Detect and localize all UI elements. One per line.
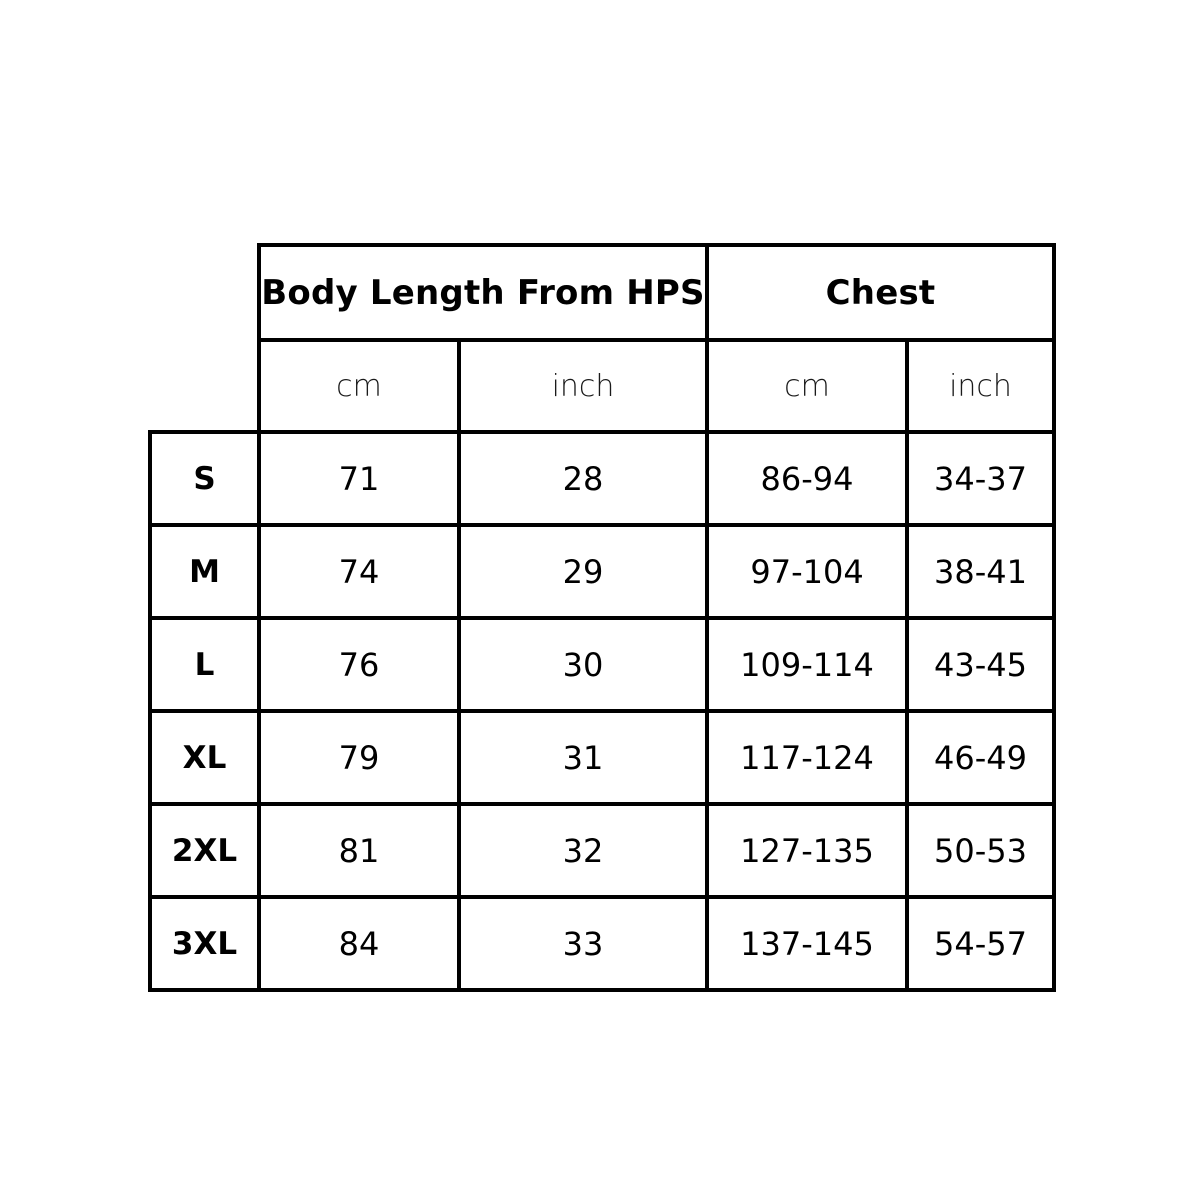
- cell-chest-cm: 117-124: [705, 709, 910, 806]
- table-body: S 71 28 86-94 34-37 M 74 29 97-104 38-41…: [148, 430, 1057, 992]
- cell-chest-cm: 86-94: [705, 430, 910, 527]
- group-header-body-length: Body Length From HPS: [256, 243, 710, 342]
- cell-chest-inch: 54-57: [905, 895, 1057, 992]
- corner-blank-cell-lower: [150, 340, 259, 432]
- size-label: XL: [148, 709, 261, 806]
- cell-body-length-cm: 84: [257, 895, 461, 992]
- cell-chest-cm: 127-135: [705, 802, 910, 899]
- size-label: S: [148, 430, 261, 527]
- cell-chest-inch: 50-53: [905, 802, 1057, 899]
- table-row: M 74 29 97-104 38-41: [148, 523, 1057, 620]
- cell-chest-cm: 109-114: [705, 616, 910, 713]
- cell-body-length-inch: 33: [456, 895, 710, 992]
- unit-header-chest-cm: cm: [705, 338, 910, 434]
- cell-body-length-inch: 32: [456, 802, 710, 899]
- cell-body-length-inch: 31: [456, 709, 710, 806]
- cell-body-length-cm: 74: [257, 523, 461, 620]
- size-label: 3XL: [148, 895, 261, 992]
- size-label: 2XL: [148, 802, 261, 899]
- table-row: XL 79 31 117-124 46-49: [148, 709, 1057, 806]
- cell-body-length-inch: 29: [456, 523, 710, 620]
- table-row: 2XL 81 32 127-135 50-53: [148, 802, 1057, 899]
- table-row: S 71 28 86-94 34-37: [148, 430, 1057, 527]
- cell-body-length-cm: 76: [257, 616, 461, 713]
- cell-chest-cm: 137-145: [705, 895, 910, 992]
- cell-body-length-cm: 71: [257, 430, 461, 527]
- cell-chest-cm: 97-104: [705, 523, 910, 620]
- size-label: M: [148, 523, 261, 620]
- unit-header-chest-inch: inch: [905, 338, 1057, 434]
- unit-header-row: cm inch cm inch: [150, 338, 1057, 434]
- table-head: Body Length From HPS Chest cm inch cm in…: [150, 243, 1057, 434]
- size-chart-table: Body Length From HPS Chest cm inch cm in…: [148, 243, 1057, 992]
- cell-body-length-inch: 28: [456, 430, 710, 527]
- cell-chest-inch: 38-41: [905, 523, 1057, 620]
- cell-body-length-cm: 81: [257, 802, 461, 899]
- cell-body-length-inch: 30: [456, 616, 710, 713]
- table-row: L 76 30 109-114 43-45: [148, 616, 1057, 713]
- cell-chest-inch: 43-45: [905, 616, 1057, 713]
- group-header-chest: Chest: [705, 243, 1057, 342]
- cell-chest-inch: 34-37: [905, 430, 1057, 527]
- unit-header-body-length-inch: inch: [456, 338, 710, 434]
- corner-blank-cell: [150, 245, 259, 340]
- group-header-row: Body Length From HPS Chest: [150, 243, 1057, 342]
- unit-header-body-length-cm: cm: [257, 338, 461, 434]
- cell-chest-inch: 46-49: [905, 709, 1057, 806]
- cell-body-length-cm: 79: [257, 709, 461, 806]
- size-label: L: [148, 616, 261, 713]
- table-row: 3XL 84 33 137-145 54-57: [148, 895, 1057, 992]
